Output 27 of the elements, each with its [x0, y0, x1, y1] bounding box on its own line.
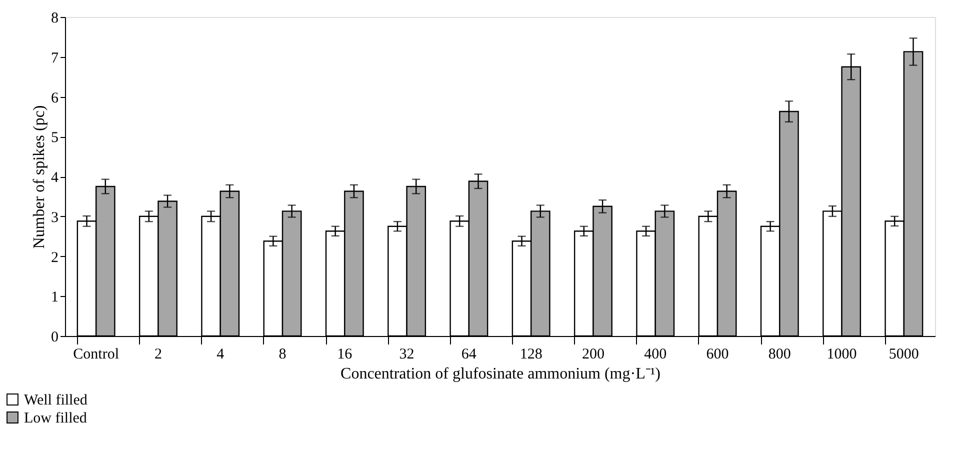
x-axis-title: Concentration of glufosinate ammonium (mg·L⁻¹) — [340, 366, 660, 382]
x-tick-label: 1000 — [826, 346, 857, 362]
y-tick-label: 6 — [51, 90, 59, 106]
y-tick-label: 7 — [51, 50, 59, 66]
x-tick-label: 128 — [520, 346, 542, 362]
y-axis-title: Number of spikes (pc) — [31, 105, 48, 249]
x-tick-label: 64 — [461, 346, 477, 362]
x-tick-label: 800 — [768, 346, 791, 362]
y-tick-label: 5 — [51, 130, 58, 146]
x-tick-label: 200 — [582, 346, 604, 362]
x-tick-label: 8 — [278, 346, 286, 362]
x-tick-label: 2 — [154, 346, 162, 362]
y-tick-label: 8 — [51, 10, 58, 26]
x-tick-label: 600 — [706, 346, 729, 362]
x-tick-label: 4 — [216, 346, 225, 362]
x-tick-label: Control — [73, 346, 119, 362]
legend-label: Well filled — [24, 392, 88, 408]
x-tick-label: 32 — [399, 346, 414, 362]
x-tick-label: 16 — [337, 346, 353, 362]
y-tick-label: 3 — [51, 210, 58, 226]
y-tick-label: 4 — [51, 170, 59, 186]
x-tick-label: 400 — [644, 346, 667, 362]
y-tick-label: 1 — [51, 290, 58, 306]
y-tick-label: 0 — [51, 330, 58, 346]
legend-label: Low filled — [24, 410, 88, 426]
x-tick-label: 5000 — [888, 346, 919, 362]
y-tick-label: 2 — [51, 250, 58, 266]
